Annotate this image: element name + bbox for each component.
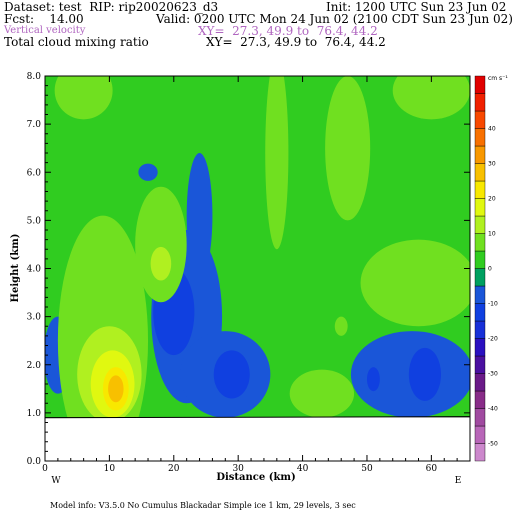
y-tick-label: 8.0 [27,72,42,82]
contour-region-18 [392,76,470,120]
x-tick-label: 60 [426,464,438,474]
west-end-label: W [51,476,61,486]
colorbar-swatch [474,128,486,147]
colorbar-swatch [474,163,486,182]
y-tick-label: 2.0 [27,361,42,371]
colorbar-unit-label: cm s⁻¹ [488,75,508,82]
x-axis-title: Distance (km) [216,472,295,483]
colorbar: -50 -40 -30 -20 -10 0 10 20 30 40 [474,75,498,462]
colorbar-swatch [474,180,486,199]
y-tick-label: 6.0 [27,168,42,178]
y-tick-label: 7.0 [27,120,42,130]
contour-region-8 [366,367,380,392]
contour-region-7 [408,347,442,401]
contour-region-3 [138,163,158,181]
x-tick-label: 0 [42,464,48,474]
colorbar-label: -40 [488,406,498,413]
y-axis-title: Height (km) [10,234,21,303]
terrain-fill [45,416,470,461]
colorbar-label: 30 [488,161,496,168]
colorbar-swatch [474,268,486,287]
contour-region-22 [54,76,113,120]
contour-regions [45,76,470,461]
colorbar-label: -10 [488,301,498,308]
colorbar-swatch [474,320,486,339]
contour-region-16 [150,246,172,281]
colorbar-swatch [474,215,486,234]
colorbar-swatch [474,425,486,444]
colorbar-swatch [474,408,486,427]
y-tick-label: 5.0 [27,216,42,226]
colorbar-label: -50 [488,441,498,448]
x-tick-label: 30 [232,464,244,474]
colorbar-label: 0 [488,266,492,273]
colorbar-label: 40 [488,126,496,133]
valid-time-label: Valid: 0200 UTC Mon 24 Jun 02 (2100 CDT … [156,12,512,26]
init-time-label: Init: 1200 UTC Sun 23 Jun 02 [326,0,507,14]
colorbar-swatch [474,443,486,462]
colorbar-swatch [474,145,486,164]
colorbar-swatch [474,338,486,357]
colorbar-label: -20 [488,336,498,343]
contour-region-17 [325,76,371,221]
vertical-velocity-xy-label: XY= 27.3, 49.9 to 76.4, 44.2 [198,24,378,38]
x-tick-label: 40 [297,464,309,474]
contour-region-5 [213,350,250,399]
colorbar-label: -30 [488,371,498,378]
y-tick-label: 1.0 [27,409,42,419]
contour-region-15 [135,186,187,303]
colorbar-label: 20 [488,196,496,203]
colorbar-swatch [474,355,486,374]
cloud-mixing-ratio-field-label: Total cloud mixing ratio [4,35,149,49]
x-tick-label: 10 [104,464,116,474]
colorbar-swatch [474,233,486,252]
cloud-mixing-ratio-xy-label: XY= 27.3, 49.9 to 76.4, 44.2 [206,35,386,49]
contour-region-23 [334,316,348,336]
colorbar-swatch [474,75,486,94]
x-tick-label: 20 [168,464,180,474]
contour-region-21 [289,369,355,418]
y-axis-ticks: 0.0 1.0 2.0 3.0 4.0 5.0 6.0 7.0 8.0 [27,72,470,467]
x-tick-label: 50 [361,464,373,474]
colorbar-swatch [474,198,486,217]
colorbar-swatch [474,250,486,269]
x-axis-ticks: 0 10 20 30 40 50 60 [42,76,458,474]
colorbar-swatch [474,303,486,322]
contour-region-20 [265,76,289,250]
dataset-label: Dataset: test RIP: rip20020623_d3 [4,0,219,14]
colorbar-swatch [474,93,486,112]
east-end-label: E [455,476,462,486]
forecast-hour-label: Fcst: 14.00 [4,12,84,26]
contour-region-19 [360,239,470,327]
colorbar-swatch [474,285,486,304]
colorbar-swatch [474,110,486,129]
y-tick-label: 0.0 [27,457,42,467]
vertical-velocity-field-label: Vertical velocity [4,25,86,36]
colorbar-label: 10 [488,231,496,238]
y-tick-label: 4.0 [27,265,42,275]
model-info-footer: Model info: V3.5.0 No Cumulus Blackadar … [50,501,356,510]
contour-region-2 [186,153,213,279]
colorbar-swatch [474,373,486,392]
contour-region-14 [108,375,124,403]
colorbar-swatch [474,390,486,409]
y-tick-label: 3.0 [27,313,42,323]
